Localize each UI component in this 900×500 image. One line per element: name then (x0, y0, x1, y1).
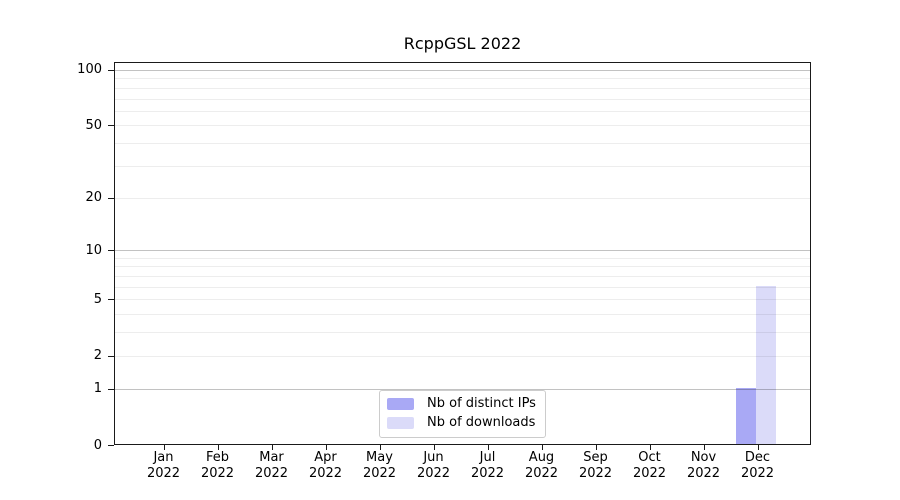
x-tick-year: 2022 (686, 466, 721, 481)
gridline-y-20 (115, 197, 810, 199)
y-tick-label-50: 50 (85, 117, 102, 133)
x-tick-label-7: Aug 2022 (514, 450, 570, 482)
legend-label: Nb of distinct IPs (427, 396, 536, 411)
x-tick-month: Jan (153, 450, 174, 465)
gridline-y-8 (115, 266, 810, 268)
x-tick-label-8: Sep 2022 (568, 450, 624, 482)
x-tick-year: 2022 (416, 466, 451, 481)
x-tick-year: 2022 (308, 466, 343, 481)
gridline-y-1 (115, 388, 810, 390)
bar-nb-of-downloads-11 (755, 285, 776, 444)
x-tick-1 (217, 445, 219, 450)
y-tick-0 (108, 445, 114, 446)
x-tick-year: 2022 (362, 466, 397, 481)
x-tick-label-11: Dec 2022 (730, 450, 786, 482)
x-tick-label-9: Oct 2022 (622, 450, 678, 482)
x-tick-label-5: Jun 2022 (406, 450, 462, 482)
y-tick-2 (108, 355, 114, 357)
gridline-y-9 (115, 257, 810, 259)
bar-nb-of-distinct-ips-11 (735, 387, 756, 444)
plot-area (114, 62, 811, 445)
x-tick-month: Jun (423, 450, 444, 465)
x-tick-11 (757, 445, 759, 450)
gridline-y-10 (115, 250, 810, 252)
x-tick-year: 2022 (470, 466, 505, 481)
x-tick-10 (703, 445, 705, 450)
x-tick-year: 2022 (632, 466, 667, 481)
x-tick-year: 2022 (146, 466, 181, 481)
x-tick-label-3: Apr 2022 (298, 450, 354, 482)
x-tick-7 (541, 445, 543, 450)
y-tick-label-20: 20 (85, 190, 102, 206)
legend-row: Nb of downloads (387, 415, 536, 431)
gridline-y-4 (115, 314, 810, 316)
legend-swatch (387, 398, 414, 410)
y-tick-label-5: 5 (93, 291, 102, 307)
y-tick-1 (108, 388, 114, 390)
x-tick-5 (433, 445, 435, 450)
x-tick-month: May (366, 450, 393, 465)
x-tick-label-6: Jul 2022 (460, 450, 516, 482)
x-tick-year: 2022 (200, 466, 235, 481)
x-tick-2 (271, 445, 273, 450)
x-tick-year: 2022 (740, 466, 775, 481)
x-tick-6 (487, 445, 489, 450)
legend: Nb of distinct IPs Nb of downloads (379, 390, 546, 438)
x-tick-label-1: Feb 2022 (190, 450, 246, 482)
x-tick-0 (163, 445, 165, 450)
gridline-y-90 (115, 78, 810, 80)
x-tick-year: 2022 (254, 466, 289, 481)
x-tick-month: Jul (479, 450, 496, 465)
y-tick-label-100: 100 (77, 62, 102, 78)
gridline-y-80 (115, 87, 810, 89)
gridline-y-7 (115, 276, 810, 278)
gridline-y-60 (115, 110, 810, 112)
gridline-y-3 (115, 332, 810, 334)
gridline-y-100 (115, 69, 810, 71)
x-tick-month: Nov (690, 450, 717, 465)
gridline-y-6 (115, 286, 810, 288)
x-tick-3 (325, 445, 327, 450)
x-tick-year: 2022 (524, 466, 559, 481)
y-tick-label-2: 2 (93, 348, 102, 364)
x-tick-month: Feb (205, 450, 230, 465)
x-tick-label-10: Nov 2022 (676, 450, 732, 482)
y-tick-5 (108, 299, 114, 301)
y-tick-label-0: 0 (93, 437, 102, 453)
gridline-y-2 (115, 355, 810, 357)
x-tick-4 (379, 445, 381, 450)
chart-title: RcppGSL 2022 (403, 34, 522, 53)
y-tick-20 (108, 197, 114, 199)
y-tick-50 (108, 125, 114, 127)
x-tick-label-2: Mar 2022 (244, 450, 300, 482)
legend-row: Nb of distinct IPs (387, 396, 536, 412)
x-tick-label-4: May 2022 (352, 450, 408, 482)
x-tick-month: Aug (528, 450, 555, 465)
x-tick-9 (649, 445, 651, 450)
legend-label: Nb of downloads (427, 415, 536, 430)
x-tick-month: Oct (638, 450, 661, 465)
gridline-y-5 (115, 299, 810, 301)
gridline-y-50 (115, 125, 810, 127)
y-tick-100 (108, 69, 114, 71)
legend-swatch (387, 417, 414, 429)
x-tick-month: Dec (744, 450, 771, 465)
x-tick-year: 2022 (578, 466, 613, 481)
gridline-y-40 (115, 143, 810, 145)
x-tick-8 (595, 445, 597, 450)
gridline-y-30 (115, 165, 810, 167)
x-tick-month: Mar (259, 450, 284, 465)
y-tick-label-10: 10 (85, 242, 102, 258)
x-tick-label-0: Jan 2022 (136, 450, 192, 482)
x-tick-month: Apr (314, 450, 337, 465)
y-tick-10 (108, 250, 114, 252)
gridline-y-70 (115, 98, 810, 100)
x-tick-month: Sep (583, 450, 608, 465)
y-tick-label-1: 1 (93, 381, 102, 397)
